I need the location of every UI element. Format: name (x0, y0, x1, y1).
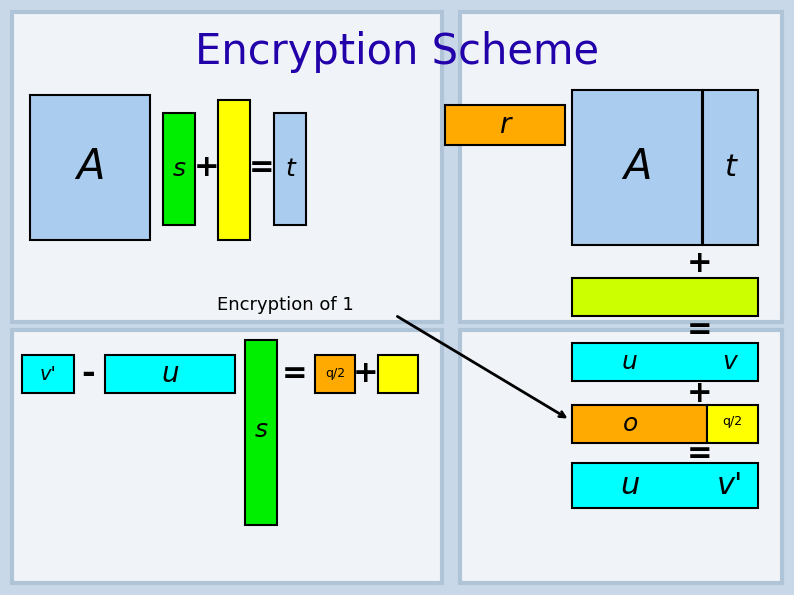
Text: v: v (723, 350, 738, 374)
Bar (707, 405, 758, 443)
Bar (703, 90, 758, 245)
Bar (218, 100, 250, 240)
Text: =: = (282, 359, 308, 389)
Text: +: + (353, 359, 379, 389)
Bar (30, 95, 150, 240)
Text: -: - (81, 358, 94, 390)
Bar (315, 355, 355, 393)
Text: A: A (622, 146, 651, 188)
Bar (572, 90, 702, 245)
Bar (445, 105, 565, 145)
Text: u: u (622, 350, 638, 374)
Text: +: + (687, 378, 713, 408)
Text: t: t (724, 152, 736, 181)
Text: u: u (161, 360, 179, 388)
Text: q/2: q/2 (722, 415, 742, 428)
Text: v': v' (717, 471, 743, 499)
Text: =: = (687, 439, 713, 468)
Text: u: u (620, 471, 640, 499)
Bar (274, 113, 306, 225)
Text: +: + (687, 249, 713, 277)
Bar (572, 343, 758, 381)
Text: q/2: q/2 (325, 367, 345, 380)
Bar (12, 12, 442, 322)
Text: +: + (195, 152, 220, 181)
Text: Encryption of 1: Encryption of 1 (217, 296, 353, 314)
Bar (572, 405, 707, 443)
Text: s: s (172, 157, 186, 181)
Text: o: o (622, 412, 638, 436)
Text: v': v' (40, 365, 56, 384)
Text: A: A (75, 146, 104, 188)
Bar (105, 355, 235, 393)
Text: s: s (255, 418, 268, 442)
Text: =: = (249, 152, 275, 181)
Bar (12, 330, 442, 583)
Bar (378, 355, 418, 393)
Bar (460, 330, 782, 583)
Bar (572, 278, 758, 316)
Bar (163, 113, 195, 225)
Bar (22, 355, 74, 393)
Text: r: r (499, 111, 511, 139)
Bar (245, 340, 277, 525)
Text: t: t (285, 157, 295, 181)
Bar (460, 12, 782, 322)
Text: Encryption Scheme: Encryption Scheme (195, 31, 599, 73)
Text: =: = (687, 315, 713, 345)
Bar (572, 463, 758, 508)
